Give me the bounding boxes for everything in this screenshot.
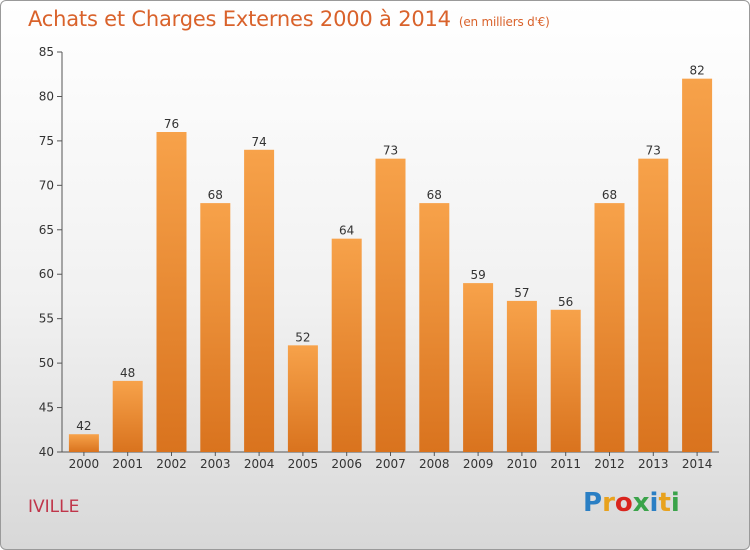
- bar-2000: [68, 434, 99, 452]
- bar-value-label: 73: [383, 144, 398, 158]
- bar-value-label: 57: [514, 286, 529, 300]
- proxiti-logo: Proxiti: [583, 488, 680, 518]
- bar-2003: [200, 203, 231, 452]
- bar-value-label: 68: [427, 188, 442, 202]
- y-tick-label: 50: [39, 356, 54, 370]
- bar-2009: [463, 283, 494, 452]
- y-tick-label: 60: [39, 267, 54, 281]
- x-tick-label: 2008: [419, 457, 450, 471]
- y-tick-label: 65: [39, 223, 54, 237]
- bar-value-label: 52: [295, 330, 310, 344]
- y-tick-label: 70: [39, 178, 54, 192]
- chart-title: Achats et Charges Externes 2000 à 2014 (e…: [28, 7, 550, 31]
- bar-value-label: 76: [164, 117, 179, 131]
- x-tick-label: 2002: [156, 457, 187, 471]
- bar-2005: [287, 345, 318, 452]
- bar-2007: [375, 158, 406, 452]
- bar-value-label: 48: [120, 366, 135, 380]
- logo-letter: r: [602, 488, 615, 518]
- bar-value-label: 68: [208, 188, 223, 202]
- chart-title-text: Achats et Charges Externes 2000 à 2014: [28, 7, 451, 31]
- x-tick-label: 2011: [550, 457, 581, 471]
- bar-2001: [112, 380, 143, 452]
- bar-value-label: 64: [339, 224, 354, 238]
- logo-letter: i: [670, 488, 680, 518]
- bar-value-label: 56: [558, 295, 573, 309]
- x-tick-label: 2010: [507, 457, 538, 471]
- x-tick-label: 2014: [682, 457, 713, 471]
- bar-2008: [419, 203, 450, 452]
- logo-letter: i: [649, 488, 659, 518]
- x-tick-label: 2009: [463, 457, 494, 471]
- chart-unit-label: (en milliers d'€): [458, 15, 550, 29]
- x-tick-label: 2006: [331, 457, 362, 471]
- x-tick-label: 2001: [112, 457, 143, 471]
- y-tick-label: 75: [39, 134, 54, 148]
- y-tick-label: 40: [39, 445, 54, 459]
- x-tick-label: 2012: [594, 457, 625, 471]
- commune-name: IVILLE: [28, 497, 80, 517]
- bar-value-label: 68: [602, 188, 617, 202]
- bar-2011: [550, 309, 581, 452]
- x-tick-label: 2004: [244, 457, 275, 471]
- x-tick-label: 2005: [288, 457, 319, 471]
- x-tick-label: 2000: [69, 457, 100, 471]
- x-tick-label: 2013: [638, 457, 669, 471]
- bar-2012: [594, 203, 625, 452]
- bar-2013: [638, 158, 669, 452]
- bar-value-label: 74: [251, 135, 266, 149]
- bar-2004: [244, 149, 275, 452]
- bar-2006: [331, 238, 362, 452]
- bar-value-label: 42: [76, 419, 91, 433]
- bar-value-label: 82: [689, 64, 704, 78]
- bar-value-label: 59: [470, 268, 485, 282]
- bar-2002: [156, 132, 187, 452]
- logo-letter: P: [583, 488, 603, 518]
- logo-letter: o: [614, 488, 633, 518]
- y-tick-label: 85: [39, 45, 54, 59]
- y-tick-label: 55: [39, 312, 54, 326]
- logo-letter: x: [632, 488, 650, 518]
- y-tick-label: 80: [39, 89, 54, 103]
- y-tick-label: 45: [39, 401, 54, 415]
- logo-letter: t: [658, 488, 671, 518]
- bar-value-label: 73: [646, 144, 661, 158]
- x-tick-label: 2003: [200, 457, 231, 471]
- bar-2014: [682, 78, 713, 453]
- x-tick-label: 2007: [375, 457, 406, 471]
- bar-2010: [506, 300, 537, 452]
